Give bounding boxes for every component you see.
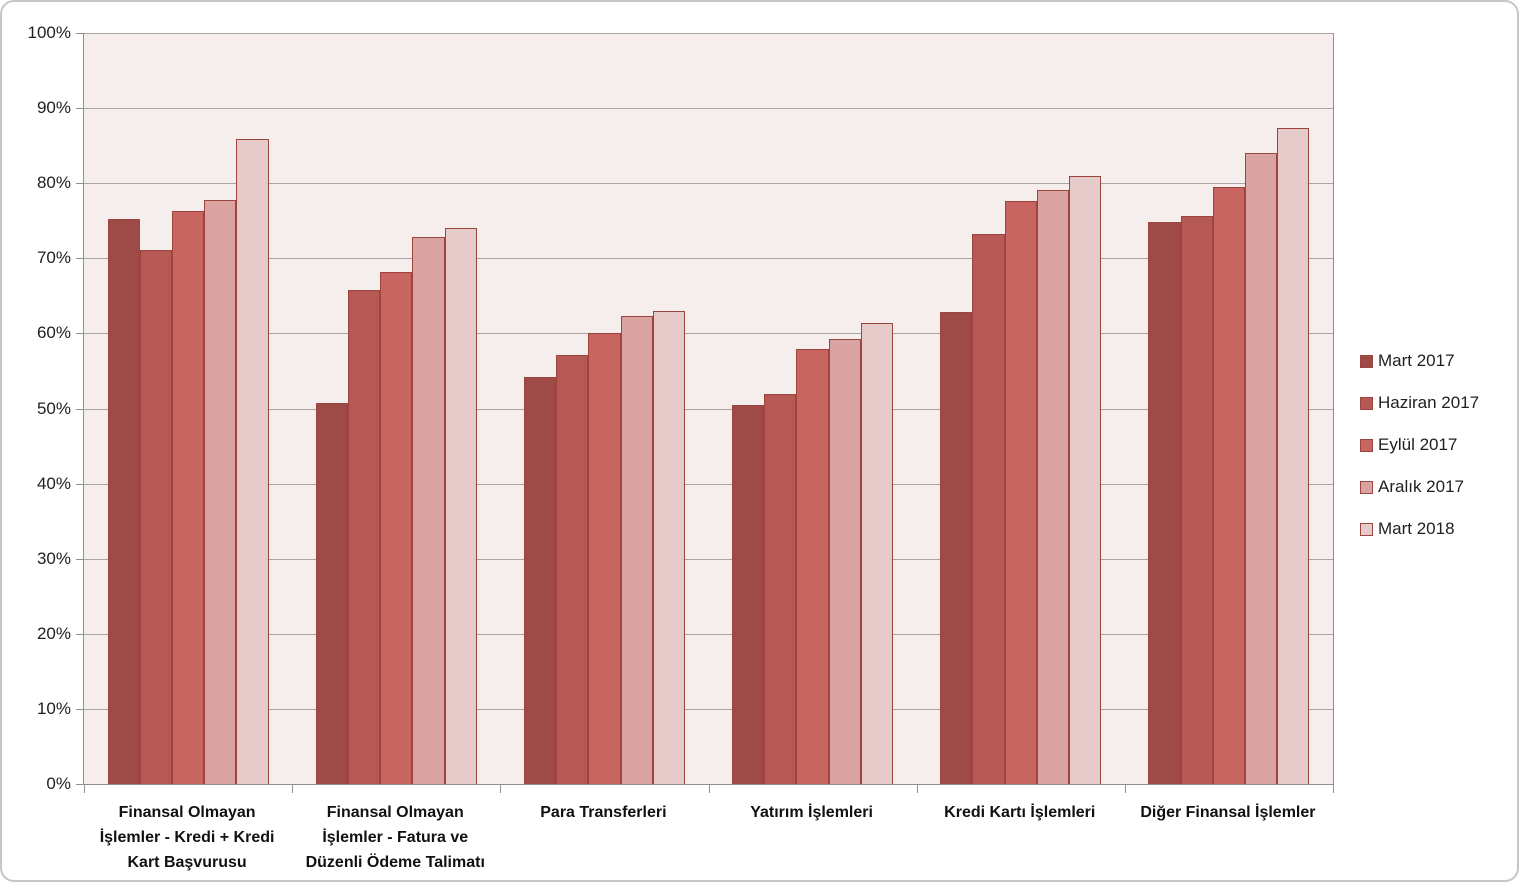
- legend-label: Mart 2018: [1378, 519, 1455, 538]
- y-axis-tick: [76, 108, 83, 110]
- bar-mart-2018-cat6: [1277, 128, 1310, 784]
- y-axis-tick-label: 0%: [46, 774, 71, 793]
- y-axis-tick-label: 80%: [36, 173, 71, 193]
- legend: Mart 2017 Haziran 2017 Eylül 2017 Aralık 20…: [1360, 340, 1479, 550]
- bar-haziran-2017-cat3: [556, 355, 589, 784]
- bar-haziran-2017-cat2: [347, 289, 381, 784]
- y-axis-tick: [76, 558, 83, 560]
- x-axis-tick: [292, 785, 294, 793]
- gridline: [84, 408, 1333, 410]
- bar-aralık-2017-cat1: [204, 199, 237, 784]
- y-axis-tick-label: 70%: [36, 248, 71, 268]
- legend-swatch-icon: [1360, 480, 1373, 494]
- y-axis-tick: [76, 333, 83, 335]
- bar-aralık-2017-cat2: [412, 237, 445, 784]
- plot-area: [76, 33, 1334, 793]
- y-axis-tick: [76, 408, 83, 410]
- gridline: [84, 108, 1333, 110]
- category-label: Yatırım İşlemleri: [750, 804, 873, 821]
- bar-haziran-2017-cat5: [972, 233, 1005, 784]
- bar-haziran-2017-cat6: [1180, 215, 1213, 784]
- legend-item: Mart 2018: [1360, 508, 1479, 550]
- legend-swatch-icon: [1360, 354, 1373, 368]
- bar-haziran-2017-cat4: [764, 394, 797, 784]
- gridline: [84, 558, 1333, 560]
- x-axis-tick: [1333, 785, 1334, 793]
- legend-item: Aralık 2017: [1360, 466, 1479, 508]
- bar-mart-2018-cat4: [860, 322, 894, 784]
- gridline: [84, 258, 1333, 260]
- y-axis-tick-label: 30%: [36, 548, 71, 568]
- bar-eylül-2017-cat4: [796, 349, 829, 784]
- legend-label: Eylül 2017: [1378, 435, 1458, 454]
- x-axis-tick: [1124, 785, 1126, 793]
- legend-swatch-icon: [1360, 396, 1373, 410]
- y-axis-tick: [76, 784, 83, 785]
- bar-eylül-2017-cat2: [380, 271, 413, 784]
- x-axis-tick: [708, 785, 710, 793]
- bar-eylül-2017-cat1: [171, 211, 205, 784]
- category-label: Para Transferleri: [540, 804, 667, 821]
- y-axis-tick-label: 40%: [36, 473, 71, 493]
- bar-aralık-2017-cat4: [828, 339, 861, 784]
- bar-mart-2017-cat4: [732, 404, 765, 784]
- y-axis-tick: [76, 258, 83, 260]
- y-axis-tick-label: 60%: [36, 323, 71, 343]
- y-axis-tick: [76, 183, 83, 185]
- gridline: [84, 33, 1333, 34]
- gridline: [84, 633, 1333, 635]
- y-axis-tick-label: 90%: [36, 98, 71, 118]
- bar-mart-2017-cat1: [107, 218, 140, 784]
- legend-label: Mart 2017: [1378, 351, 1455, 370]
- legend-item: Eylül 2017: [1360, 424, 1479, 466]
- category-label: Diğer Finansal İşlemler: [1140, 804, 1316, 821]
- legend-label: Aralık 2017: [1378, 477, 1464, 496]
- bar-mart-2018-cat1: [236, 138, 269, 784]
- legend-label: Haziran 2017: [1378, 393, 1480, 412]
- x-axis-tick: [84, 785, 85, 793]
- gridline: [84, 708, 1333, 710]
- category-label: Finansal Olmayan İşlemler - Fatura ve Dü…: [305, 804, 485, 871]
- y-axis-tick-label: 50%: [36, 398, 71, 418]
- legend-item: Mart 2017: [1360, 340, 1479, 382]
- gridline: [84, 183, 1333, 185]
- legend-swatch-icon: [1360, 522, 1373, 536]
- y-axis-tick: [76, 33, 83, 34]
- bar-mart-2017-cat5: [940, 312, 973, 784]
- y-axis-tick-label: 100%: [27, 23, 71, 42]
- category-label: Finansal Olmayan İşlemler - Kredi + Kred…: [99, 804, 275, 871]
- y-axis-tick-label: 10%: [36, 698, 71, 718]
- x-axis-tick: [500, 785, 502, 793]
- bar-aralık-2017-cat6: [1245, 153, 1278, 784]
- x-axis-tick: [916, 785, 918, 793]
- bar-eylül-2017-cat6: [1212, 186, 1245, 784]
- bar-aralık-2017-cat3: [620, 316, 653, 784]
- y-axis-tick: [76, 483, 83, 485]
- category-label: Kredi Kartı İşlemleri: [944, 804, 1096, 821]
- bar-aralık-2017-cat5: [1036, 189, 1070, 784]
- y-axis-tick-label: 20%: [36, 623, 71, 643]
- y-axis-tick: [76, 708, 83, 710]
- legend-swatch-icon: [1360, 438, 1373, 452]
- bar-mart-2017-cat2: [315, 402, 348, 784]
- bar-haziran-2017-cat1: [139, 250, 172, 784]
- gridline: [84, 483, 1333, 485]
- bar-mart-2017-cat3: [523, 376, 557, 784]
- bar-mart-2018-cat5: [1069, 175, 1102, 784]
- y-axis-tick: [76, 633, 83, 635]
- legend-item: Haziran 2017: [1360, 382, 1479, 424]
- bar-mart-2018-cat2: [444, 227, 477, 784]
- gridline: [84, 333, 1333, 335]
- bar-eylül-2017-cat3: [588, 333, 621, 784]
- bar-eylül-2017-cat5: [1004, 201, 1037, 784]
- bar-mart-2018-cat3: [652, 310, 685, 784]
- bar-mart-2017-cat6: [1148, 222, 1181, 784]
